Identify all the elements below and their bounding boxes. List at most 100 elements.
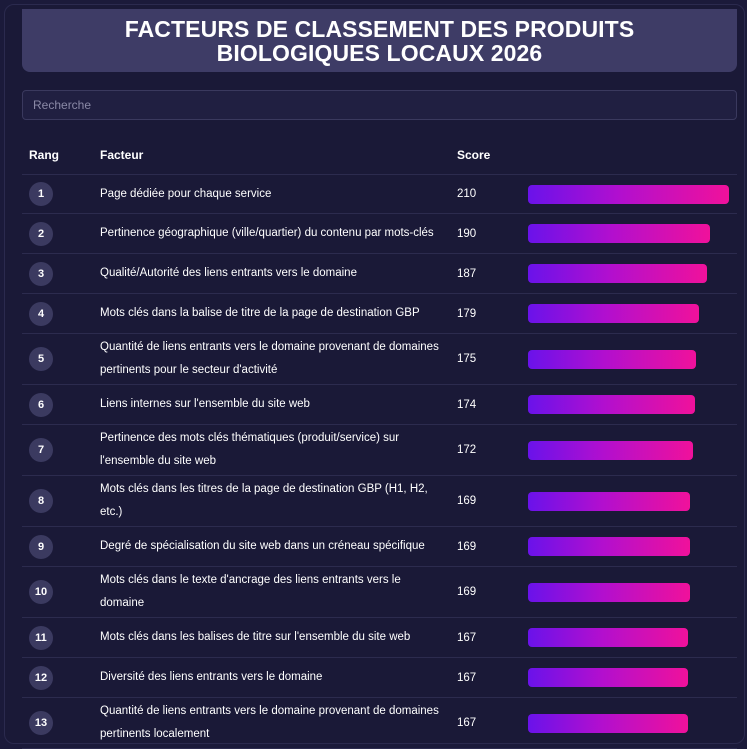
factor-cell: Pertinence des mots clés thématiques (pr… [100, 432, 400, 467]
score-cell: 169 [457, 540, 477, 553]
rank-badge: 8 [29, 489, 53, 513]
table-row[interactable]: 8 Mots clés dans les titres de la page de… [22, 476, 737, 527]
column-header-score[interactable]: Score [457, 148, 491, 162]
score-cell: 190 [457, 227, 477, 240]
score-cell: 172 [457, 444, 477, 456]
rank-badge: 2 [29, 221, 53, 246]
score-cell: 167 [457, 717, 477, 729]
score-bar [528, 668, 688, 687]
score-bar [528, 304, 699, 323]
factor-cell: Diversité des liens entrants vers le dom… [100, 671, 323, 683]
score-bar [528, 184, 729, 204]
factor-cell: Degré de spécialisation du site web dans… [100, 540, 425, 552]
rank-badge: 9 [29, 534, 53, 559]
table-row[interactable]: 3 Qualité/Autorité des liens entrants ver… [22, 254, 737, 294]
score-bar [528, 713, 688, 733]
table-header: Rang Facteur Score [22, 136, 737, 175]
rank-cell: 11 [22, 625, 100, 650]
table-body: 1 Page dédiée pour chaque service 210 2 Pert… [22, 175, 737, 749]
factor-cell: Mots clés dans les balises de titre sur … [100, 631, 411, 643]
score-cell: 179 [457, 307, 477, 320]
page-title: FACTEURS DE CLASSEMENT DES PRODUITS BIOL… [124, 15, 635, 66]
score-cell: 187 [457, 267, 477, 280]
factor-cell: Qualité/Autorité des liens entrants vers… [100, 267, 357, 279]
score-bar-cell [528, 349, 737, 369]
factor-cell: Mots clés dans le texte d'ancrage des li… [100, 574, 401, 609]
score-bar-cell [528, 582, 737, 602]
rank-cell: 1 [22, 182, 100, 206]
score-bar [528, 582, 690, 602]
factor-cell: Mots clés dans les titres de la page de … [100, 483, 428, 518]
column-header-rank[interactable]: Rang [29, 148, 59, 162]
table-row[interactable]: 7 Pertinence des mots clés thématiques (p… [22, 425, 737, 476]
factor-cell: Liens internes sur l'ensemble du site we… [100, 398, 310, 410]
ranking-table: Rang Facteur Score 1 Page dédiée pour cha… [22, 136, 737, 749]
rank-cell: 2 [22, 221, 100, 246]
score-cell: 169 [457, 586, 477, 598]
rank-badge: 12 [29, 665, 53, 690]
rank-cell: 13 [22, 711, 100, 735]
score-bar [528, 537, 690, 556]
factor-cell: Page dédiée pour chaque service [100, 187, 272, 200]
score-cell: 167 [457, 671, 477, 684]
score-cell: 174 [457, 398, 477, 411]
factor-cell: Pertinence géographique (ville/quartier)… [100, 227, 434, 239]
title-banner: FACTEURS DE CLASSEMENT DES PRODUITS BIOL… [22, 9, 737, 72]
rank-cell: 12 [22, 665, 100, 690]
rank-cell: 3 [22, 261, 100, 286]
score-bar [528, 264, 707, 283]
score-bar-cell [528, 224, 737, 243]
score-bar-cell [528, 304, 737, 323]
rank-badge: 1 [29, 182, 53, 206]
score-bar [528, 349, 696, 369]
score-bar [528, 628, 688, 647]
score-bar-cell [528, 713, 737, 733]
score-bar-cell [528, 491, 737, 511]
score-bar-cell [528, 184, 737, 204]
score-bar [528, 224, 710, 243]
rank-cell: 7 [22, 438, 100, 462]
table-row[interactable]: 2 Pertinence géographique (ville/quartier… [22, 214, 737, 254]
rank-badge: 5 [29, 347, 53, 371]
rank-badge: 4 [29, 301, 53, 326]
rank-badge: 7 [29, 438, 53, 462]
score-bar [528, 491, 690, 511]
rank-cell: 4 [22, 301, 100, 326]
rank-cell: 8 [22, 489, 100, 513]
score-cell: 175 [457, 353, 477, 365]
score-bar-cell [528, 668, 737, 687]
rank-badge: 13 [29, 711, 53, 735]
table-row[interactable]: 12 Diversité des liens entrants vers le d… [22, 658, 737, 698]
score-bar-cell [528, 628, 737, 647]
column-header-factor[interactable]: Facteur [100, 147, 144, 162]
rank-cell: 5 [22, 347, 100, 371]
rank-badge: 3 [29, 261, 53, 286]
rank-cell: 6 [22, 392, 100, 417]
factor-cell: Quantité de liens entrants vers le domai… [100, 705, 439, 740]
rank-badge: 10 [29, 580, 53, 604]
table-row[interactable]: 4 Mots clés dans la balise de titre de la… [22, 294, 737, 334]
table-row[interactable]: 5 Quantité de liens entrants vers le doma… [22, 334, 737, 385]
score-cell: 169 [457, 495, 477, 507]
rank-badge: 6 [29, 392, 53, 417]
score-bar-cell [528, 537, 737, 556]
table-row[interactable]: 1 Page dédiée pour chaque service 210 [22, 175, 737, 214]
rank-cell: 9 [22, 534, 100, 559]
score-bar [528, 395, 695, 414]
search-input[interactable] [22, 90, 737, 120]
score-bar-cell [528, 440, 737, 460]
table-row[interactable]: 6 Liens internes sur l'ensemble du site w… [22, 385, 737, 425]
score-cell: 167 [457, 631, 477, 644]
factor-cell: Mots clés dans la balise de titre de la … [100, 307, 420, 319]
ranking-panel: FACTEURS DE CLASSEMENT DES PRODUITS BIOL… [4, 4, 745, 749]
rank-badge: 11 [29, 625, 53, 650]
score-bar-cell [528, 395, 737, 414]
rank-cell: 10 [22, 580, 100, 604]
factor-cell: Quantité de liens entrants vers le domai… [100, 341, 439, 376]
table-row[interactable]: 10 Mots clés dans le texte d'ancrage des … [22, 567, 737, 618]
table-row[interactable]: 9 Degré de spécialisation du site web dan… [22, 527, 737, 567]
score-cell: 210 [457, 188, 477, 200]
score-bar [528, 440, 693, 460]
table-row[interactable]: 13 Quantité de liens entrants vers le dom… [22, 698, 737, 749]
table-row[interactable]: 11 Mots clés dans les balises de titre su… [22, 618, 737, 658]
